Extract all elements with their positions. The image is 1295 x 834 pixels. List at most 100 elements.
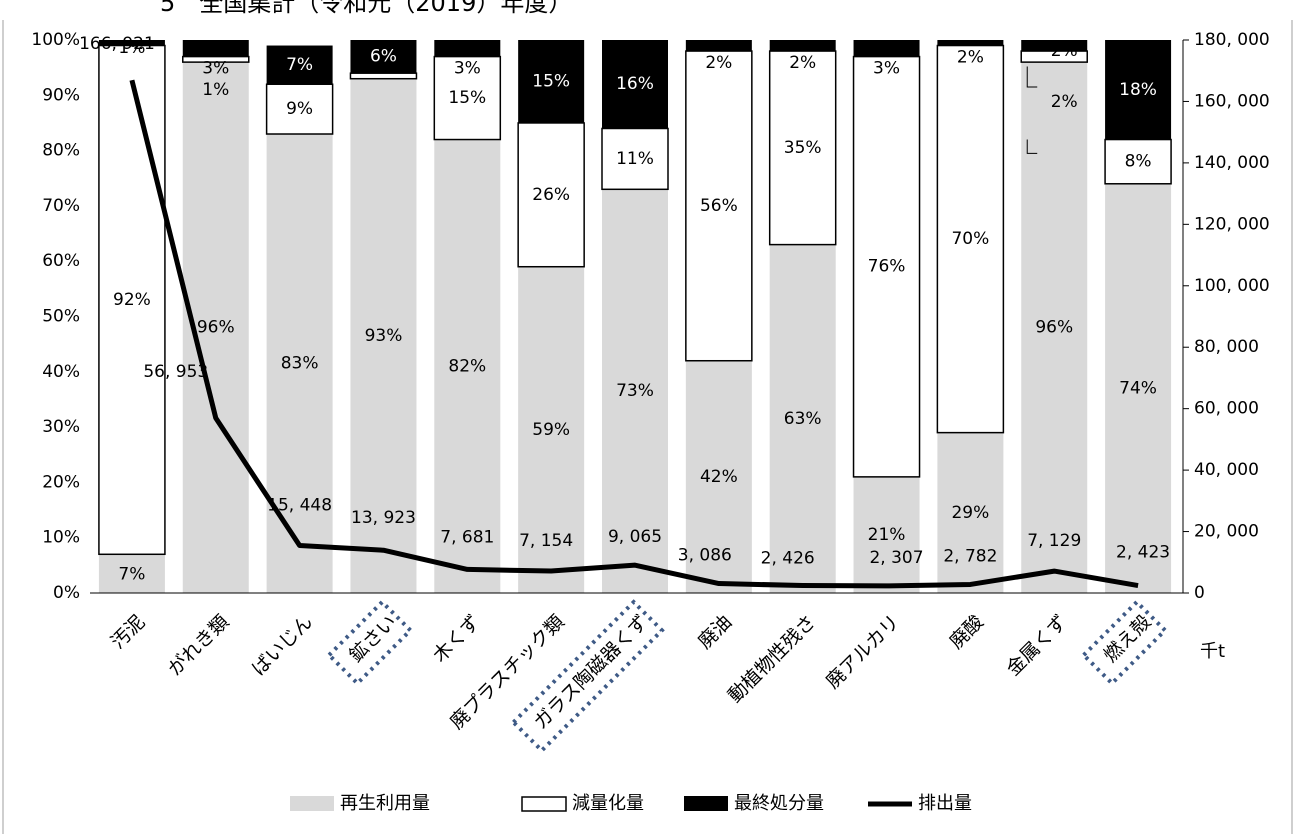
right-axis-tick-label: 180, 000: [1194, 30, 1270, 50]
bar-label-reduced: 70%: [951, 229, 989, 249]
right-axis-tick-label: 60, 000: [1194, 399, 1259, 419]
bar-segment-recycled: [1105, 183, 1172, 593]
bar-label-landfill: 2%: [1051, 41, 1078, 61]
bar-segment-recycled: [769, 244, 836, 594]
right-axis-tick-label: 120, 000: [1194, 214, 1270, 234]
bar-label-recycled: 96%: [197, 318, 235, 338]
left-axis-tick-label: 100%: [31, 30, 80, 50]
bar-label-landfill: 2%: [957, 48, 984, 68]
highlight-box: [1080, 599, 1168, 687]
bar-segment-reduced: [349, 72, 418, 80]
bar-segment-recycled: [350, 78, 417, 593]
bar-segment-landfill: [350, 40, 417, 74]
bar-segment-recycled: [602, 189, 668, 593]
emission-label: 2, 423: [1116, 543, 1170, 563]
bar-segment-reduced: [601, 127, 669, 191]
bar-segment-landfill: [685, 40, 752, 52]
emission-label: 15, 448: [267, 496, 332, 516]
bar-label-landfill: 18%: [1119, 80, 1157, 100]
bar-segment-reduced: [768, 50, 837, 246]
highlight-boxes-layer: [326, 599, 1168, 754]
bar-label-reduced: 11%: [616, 149, 654, 169]
legend-swatch-recycled: [290, 796, 334, 811]
emission-label: 9, 065: [608, 527, 662, 547]
bar-label-recycled: 29%: [951, 503, 989, 523]
bar-segment-recycled: [853, 476, 920, 593]
emission-label: 166, 921: [79, 34, 155, 54]
leader-line: [1026, 139, 1038, 154]
left-axis-tick-label: 90%: [42, 85, 80, 105]
bar-segment-reduced: [517, 122, 585, 268]
right-axis-tick-label: 80, 000: [1194, 337, 1259, 357]
left-axis-tick-label: 0%: [53, 583, 80, 603]
bar-labels-layer: 7%92%1%96%1%3%83%9%7%93%6%82%15%3%59%26%…: [113, 38, 1157, 584]
bar-segment-landfill: [182, 40, 249, 57]
bar-segment-recycled: [685, 360, 752, 593]
bar-label-reduced: 8%: [1125, 152, 1152, 172]
bar-label-recycled: 73%: [616, 381, 654, 401]
bar-label-reduced: 15%: [448, 88, 486, 108]
bar-label-recycled: 42%: [700, 467, 738, 487]
bar-label-landfill: 15%: [532, 71, 570, 91]
left-axis-tick-label: 60%: [42, 251, 80, 271]
bar-label-recycled: 59%: [532, 420, 570, 440]
emission-label: 2, 426: [761, 549, 815, 569]
bar-label-recycled: 21%: [868, 525, 906, 545]
bar-segment-landfill: [434, 40, 501, 57]
bar-segment-landfill: [602, 40, 668, 129]
legend-label: 最終処分量: [734, 793, 824, 814]
bar-segment-reduced: [98, 44, 166, 556]
right-axis-tick-label: 40, 000: [1194, 460, 1259, 480]
bar-segment-reduced: [936, 44, 1005, 434]
left-axis-tick-label: 10%: [42, 528, 80, 548]
right-axis: 0 20, 000 40, 000 60, 000 80, 000 100, 000 120…: [1182, 30, 1270, 603]
emission-line-layer: [129, 79, 1139, 589]
bar-label-reduced: 56%: [700, 196, 738, 216]
left-axis-tick-label: 80%: [42, 141, 80, 161]
bar-segment-landfill: [853, 40, 920, 57]
bars-layer: [90, 40, 1183, 594]
bar-segment-reduced: [685, 50, 753, 362]
left-axis-tick-label: 30%: [42, 417, 80, 437]
bar-segment-reduced: [433, 55, 502, 141]
bar-label-landfill: 7%: [286, 55, 313, 75]
bar-label-landfill: 2%: [705, 53, 732, 73]
emission-label: 56, 953: [143, 362, 208, 382]
bar-segment-landfill: [266, 45, 333, 85]
bar-segment-recycled: [518, 266, 585, 593]
emission-label: 13, 923: [351, 508, 416, 528]
bar-label-landfill: 16%: [616, 74, 654, 94]
right-axis-unit: 千t: [1200, 641, 1225, 662]
legend-label: 再生利用量: [340, 793, 430, 814]
emission-label: 7, 681: [440, 527, 494, 547]
bar-segment-recycled: [937, 432, 1004, 593]
legend: 再生利用量 減量化量 最終処分量 排出量: [290, 793, 972, 814]
bar-label-landfill: 3%: [873, 59, 900, 79]
highlight-box: [326, 599, 414, 687]
bar-segment-recycled: [434, 139, 501, 594]
bar-label-landfill: 2%: [789, 53, 816, 73]
bar-label-recycled: 74%: [1119, 378, 1157, 398]
legend-label: 排出量: [918, 793, 972, 814]
left-axis-tick-label: 40%: [42, 362, 80, 382]
right-axis-tick-label: 140, 000: [1194, 153, 1270, 173]
bar-segment-recycled: [98, 554, 165, 593]
bar-label-reduced: 92%: [113, 290, 151, 310]
bar-segment-landfill: [1021, 40, 1088, 52]
bar-label-landfill: 3%: [454, 59, 481, 79]
emission-labels-layer: 166, 921 56, 953 15, 448 13, 923 7, 681 7, 15…: [79, 34, 1170, 568]
chart-title: 5 全国集計（令和元（2019）年度）: [160, 0, 572, 17]
legend-swatch-landfill: [684, 796, 728, 811]
left-axis-tick-label: 50%: [42, 307, 80, 327]
bar-label-reduced: 9%: [286, 99, 313, 119]
emission-label: 3, 086: [678, 546, 732, 566]
emission-line: [129, 79, 1139, 589]
bar-label-reduced: 76%: [868, 257, 906, 277]
left-axis: 0% 10% 20% 30% 40% 50% 60% 70% 80% 90% 100%: [31, 30, 80, 603]
bar-label-landfill: 3%: [202, 59, 229, 79]
left-axis-tick-label: 70%: [42, 196, 80, 216]
bar-label-recycled: 63%: [784, 409, 822, 429]
highlight-box: [510, 599, 665, 754]
bar-segment-reduced: [265, 83, 334, 135]
